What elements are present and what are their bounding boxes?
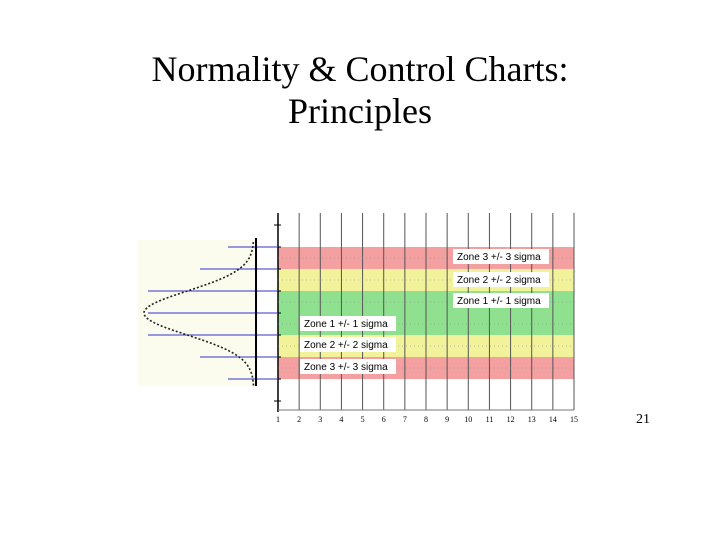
zone-label-4: Zone 1 +/- 1 sigma	[304, 319, 388, 330]
x-tick-8: 8	[424, 415, 428, 424]
zone-label-6: Zone 3 +/- 3 sigma	[304, 362, 388, 373]
zone-label-2: Zone 2 +/- 2 sigma	[457, 275, 541, 286]
title-line-2: Principles	[288, 91, 432, 131]
x-tick-9: 9	[445, 415, 449, 424]
zone-label-box-1	[453, 249, 549, 264]
x-tick-2: 2	[297, 415, 301, 424]
x-tick-7: 7	[403, 415, 407, 424]
x-axis-ticks: 1 2 3 4 5 6 7 8 9 10 11 12 13 14 15	[276, 415, 578, 424]
x-tick-11: 11	[486, 415, 494, 424]
x-tick-12: 12	[507, 415, 515, 424]
slide-title: Normality & Control Charts: Principles	[0, 48, 720, 132]
zone-label-box-4	[300, 316, 396, 331]
zone-label-box-2	[453, 272, 549, 287]
slide-number: 21	[636, 412, 650, 427]
x-tick-15: 15	[570, 415, 578, 424]
zone-label-box-6	[300, 359, 396, 374]
zone-label-box-3	[453, 293, 549, 308]
x-tick-10: 10	[464, 415, 472, 424]
x-tick-3: 3	[318, 415, 322, 424]
normal-curve-path	[143, 240, 255, 386]
x-tick-1: 1	[276, 415, 280, 424]
zone-label-5: Zone 2 +/- 2 sigma	[304, 340, 388, 351]
x-tick-6: 6	[382, 415, 386, 424]
x-tick-5: 5	[361, 415, 365, 424]
x-tick-13: 13	[528, 415, 536, 424]
zone-label-box-5	[300, 337, 396, 352]
zone-labels: Zone 3 +/- 3 sigma Zone 2 +/- 2 sigma Zone…	[300, 249, 549, 374]
zone-label-3: Zone 1 +/- 1 sigma	[457, 296, 541, 307]
title-line-1: Normality & Control Charts:	[151, 49, 569, 89]
chart-grid	[274, 213, 575, 412]
normal-curve	[143, 240, 255, 386]
x-tick-14: 14	[549, 415, 557, 424]
zone-label-1: Zone 3 +/- 3 sigma	[457, 252, 541, 263]
x-tick-4: 4	[339, 415, 343, 424]
